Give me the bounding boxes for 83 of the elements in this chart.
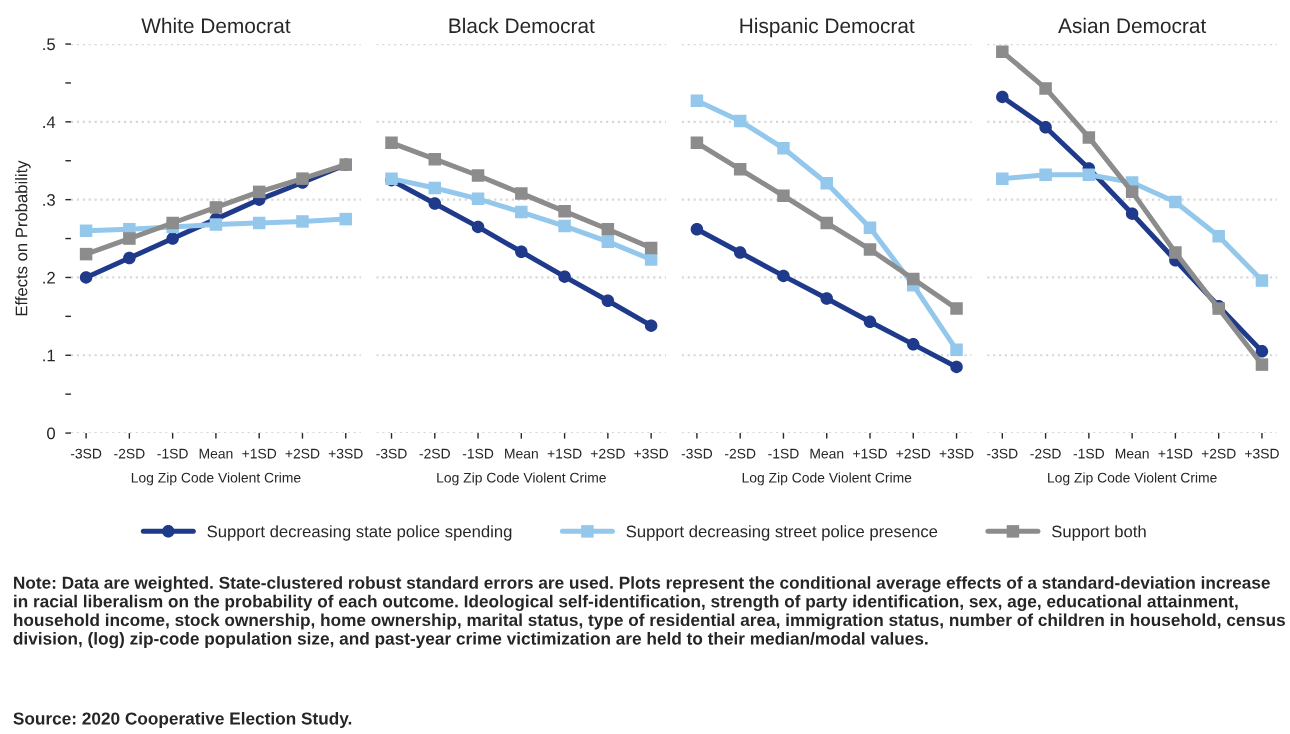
point bbox=[950, 343, 963, 357]
point bbox=[733, 163, 747, 176]
point bbox=[252, 185, 266, 199]
point bbox=[733, 246, 747, 259]
point bbox=[1169, 246, 1182, 259]
point bbox=[166, 232, 179, 245]
point bbox=[1125, 207, 1139, 220]
point bbox=[79, 224, 93, 238]
y-axis-title: Effects on Probability bbox=[15, 160, 31, 316]
chart-title: Asian Democrat bbox=[1058, 17, 1207, 34]
point bbox=[79, 271, 93, 284]
point bbox=[601, 235, 615, 248]
point bbox=[1082, 168, 1096, 181]
point bbox=[1212, 229, 1225, 243]
point bbox=[209, 218, 223, 231]
point bbox=[1255, 345, 1269, 358]
legend-label: Support decreasing state police spending bbox=[207, 525, 512, 541]
point bbox=[428, 152, 442, 166]
text: Note: Data are weighted. State-clustered robust standard errors are used. Plots represent the conditional average effects of a standard-deviation increase in racial liberalism on the probability of each outcome. Ideological self-identification, strength of party identification, sex, age, educational attainment, household income, stock ownership, home ownership, marital status, type of residential area, immigration status, number of children in household, census division, (log) zip-code population size, and past-year crime victimization are held to their median/modal values. bbox=[13, 576, 1285, 649]
point bbox=[471, 169, 485, 182]
point bbox=[690, 222, 704, 236]
point bbox=[123, 251, 136, 265]
point bbox=[471, 220, 485, 234]
point bbox=[471, 192, 485, 206]
point bbox=[644, 253, 658, 266]
y-tick-label: .5 bbox=[43, 38, 55, 51]
point bbox=[339, 212, 352, 226]
point bbox=[996, 45, 1009, 59]
y-tick-label: .1 bbox=[43, 349, 55, 362]
y-tick-label: .3 bbox=[43, 194, 55, 206]
point bbox=[863, 315, 877, 329]
point bbox=[209, 201, 223, 214]
point bbox=[428, 181, 442, 195]
point bbox=[820, 177, 833, 190]
legend-label: Support both bbox=[1052, 525, 1146, 541]
point bbox=[950, 302, 963, 315]
point bbox=[558, 219, 571, 233]
point bbox=[1039, 121, 1052, 134]
point bbox=[996, 90, 1009, 104]
point bbox=[515, 205, 528, 219]
point bbox=[863, 221, 877, 234]
point bbox=[558, 270, 571, 283]
point bbox=[79, 247, 93, 261]
point bbox=[690, 136, 704, 150]
point bbox=[777, 269, 790, 283]
point bbox=[252, 216, 266, 230]
point bbox=[385, 136, 398, 150]
point bbox=[1039, 168, 1052, 181]
point bbox=[123, 232, 136, 245]
point bbox=[515, 245, 528, 259]
point bbox=[863, 243, 877, 256]
point bbox=[558, 205, 571, 218]
point bbox=[777, 189, 790, 203]
chart-title: White Democrat bbox=[141, 17, 291, 34]
point bbox=[996, 172, 1009, 185]
point bbox=[1255, 358, 1269, 371]
point bbox=[1082, 131, 1096, 144]
point bbox=[644, 241, 658, 255]
point bbox=[907, 338, 920, 351]
point bbox=[428, 197, 442, 210]
chart-title: Hispanic Democrat bbox=[740, 17, 915, 38]
point bbox=[777, 142, 790, 155]
point bbox=[1169, 195, 1182, 209]
point bbox=[601, 294, 615, 308]
point bbox=[1039, 82, 1052, 95]
point bbox=[1125, 185, 1139, 199]
point bbox=[733, 114, 747, 128]
source-note: Source: 2020 Cooperative Election Study. bbox=[13, 711, 352, 729]
y-tick-label: .2 bbox=[43, 271, 55, 284]
point bbox=[601, 222, 615, 236]
y-tick-label: 0 bbox=[47, 427, 56, 440]
legend-label: Support decreasing street police presence bbox=[626, 525, 938, 541]
point bbox=[1255, 274, 1269, 287]
point bbox=[820, 292, 833, 305]
point bbox=[644, 319, 658, 332]
point bbox=[907, 272, 920, 286]
point bbox=[690, 94, 704, 108]
point bbox=[296, 215, 309, 228]
point bbox=[515, 187, 528, 200]
y-tick-label: .4 bbox=[43, 116, 56, 128]
chart-title: Black Democrat bbox=[449, 17, 595, 34]
point bbox=[820, 216, 833, 230]
point bbox=[950, 360, 963, 374]
